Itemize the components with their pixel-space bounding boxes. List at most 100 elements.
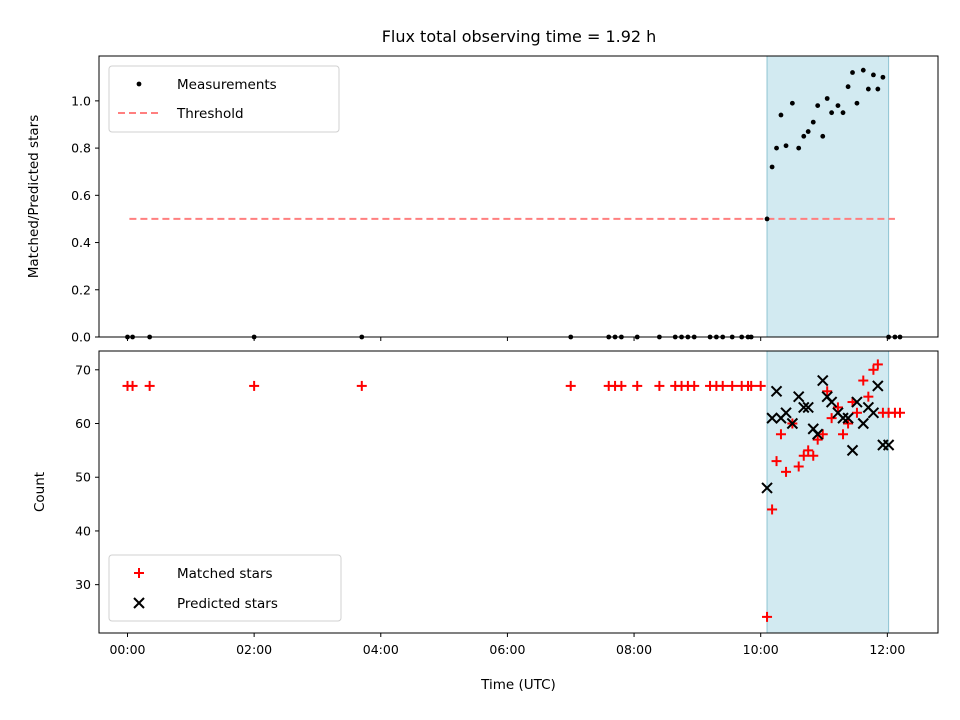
- measurement-point: [835, 103, 841, 108]
- measurement-point: [764, 216, 770, 222]
- measurement-point: [810, 119, 816, 125]
- x-marker-b: [798, 401, 810, 414]
- bottom-panel: 30 40 50 60 70 00:00 02:00 04:00 06:00 08:00 10:0…: [32, 350, 939, 693]
- x-marker-b: [761, 482, 773, 494]
- matched-star-point: [746, 380, 757, 391]
- x-tick-label: 02:00: [236, 642, 272, 657]
- legend-matched-label: Matched stars: [177, 566, 273, 582]
- predicted-star-point: [792, 390, 805, 403]
- top-highlight-span: [766, 55, 890, 338]
- x-marker-b: [837, 412, 849, 424]
- matched-star-point: [868, 364, 879, 375]
- y-tick-label: 0.0: [71, 330, 91, 345]
- measurement-point: [815, 103, 821, 108]
- observing-window-span: [766, 55, 890, 338]
- y-tick-label: 0.2: [71, 282, 91, 297]
- predicted-star-point: [825, 396, 838, 408]
- legend-predicted-label: Predicted stars: [177, 596, 278, 612]
- x-tick-label: 08:00: [616, 642, 652, 657]
- x-marker-b: [832, 407, 844, 419]
- y-tick-label: 1.0: [71, 93, 91, 108]
- matched-star-point: [249, 380, 260, 391]
- x-marker-b: [862, 401, 875, 414]
- matched-star-point: [793, 461, 804, 472]
- matched-star-point: [616, 380, 627, 391]
- y-tick-label: 0.6: [71, 188, 91, 203]
- matched-star-point: [822, 386, 833, 397]
- bottom-legend: Matched stars Predicted stars: [108, 554, 342, 622]
- x-marker-b: [882, 439, 895, 451]
- top-legend: Measurements Threshold: [108, 65, 340, 133]
- matched-star-point: [808, 450, 819, 461]
- matched-star-point: [895, 407, 906, 418]
- measurement-point: [774, 145, 779, 151]
- legend-threshold-label: Threshold: [176, 106, 244, 122]
- x-tick-label: 10:00: [743, 642, 779, 657]
- measurement-point: [778, 112, 784, 118]
- measurement-point: [783, 143, 789, 149]
- bottom-y-ticks: 30 40 50 60 70: [75, 362, 99, 592]
- measurement-point: [805, 129, 811, 134]
- matched-star-point: [863, 391, 874, 402]
- legend-frame: [108, 554, 342, 622]
- measurement-point: [840, 110, 846, 116]
- x-marker-b: [867, 407, 880, 419]
- x-tick-label: 12:00: [869, 642, 905, 657]
- measurement-point: [871, 72, 876, 78]
- predicted-star-point: [811, 428, 824, 440]
- matched-star-point: [356, 380, 367, 391]
- measurement-point: [860, 67, 866, 73]
- measurement-point: [880, 74, 886, 80]
- measurement-points: [125, 67, 903, 340]
- y-tick-label: 40: [75, 523, 91, 538]
- matched-star-point: [798, 450, 809, 461]
- predicted-star-point: [798, 401, 810, 414]
- matched-star-point: [767, 504, 778, 515]
- predicted-star-point: [842, 412, 854, 424]
- predicted-star-point: [766, 412, 778, 424]
- y-tick-label: 0.8: [71, 141, 91, 156]
- top-panel: 0.0 0.2 0.4 0.6 0.8 1.0 Matched/Predicted sta…: [26, 55, 939, 345]
- measurement-point: [801, 133, 807, 139]
- predicted-star-point: [867, 407, 880, 419]
- matched-star-point: [858, 375, 869, 386]
- legend-measurements-label: Measurements: [177, 77, 277, 93]
- predicted-star-point: [851, 396, 863, 408]
- legend-measurements-marker: [136, 81, 142, 87]
- x-tick-label: 00:00: [109, 642, 145, 657]
- bottom-x-ticks: 00:00 02:00 04:00 06:00 08:00 10:00 12:00: [109, 633, 905, 657]
- bottom-axes-frame: [98, 350, 939, 634]
- x-tick-label: 04:00: [363, 642, 399, 657]
- predicted-star-point: [872, 380, 884, 392]
- x-marker-b: [825, 396, 838, 408]
- matched-star-point: [781, 466, 792, 477]
- predicted-star-point: [882, 439, 895, 451]
- predicted-star-point: [761, 482, 773, 494]
- matched-star-point: [689, 380, 700, 391]
- measurement-point: [820, 133, 826, 139]
- matched-star-point: [144, 380, 155, 391]
- count-points: [122, 359, 906, 622]
- x-marker-b: [802, 401, 814, 414]
- measurement-point: [796, 145, 802, 151]
- measurement-point: [854, 100, 860, 106]
- matched-star-point: [832, 402, 843, 413]
- bottom-y-axis-label: Count: [32, 472, 48, 512]
- legend-matched-marker: [134, 568, 144, 578]
- legend-frame: [108, 65, 340, 133]
- x-marker-b: [766, 412, 778, 424]
- matched-star-point: [872, 359, 883, 370]
- y-tick-label: 30: [75, 577, 91, 592]
- x-marker-b: [846, 444, 859, 457]
- top-y-ticks: 0.0 0.2 0.4 0.6 0.8 1.0: [71, 93, 99, 345]
- matched-star-point: [565, 380, 576, 391]
- y-tick-label: 0.4: [71, 235, 91, 250]
- x-tick-label: 06:00: [489, 642, 525, 657]
- matched-star-point: [838, 429, 849, 440]
- x-marker-b: [842, 412, 854, 424]
- x-marker-b: [780, 407, 792, 419]
- matched-star-point: [755, 380, 766, 391]
- predicted-star-point: [770, 385, 783, 397]
- matched-star-point: [727, 380, 738, 391]
